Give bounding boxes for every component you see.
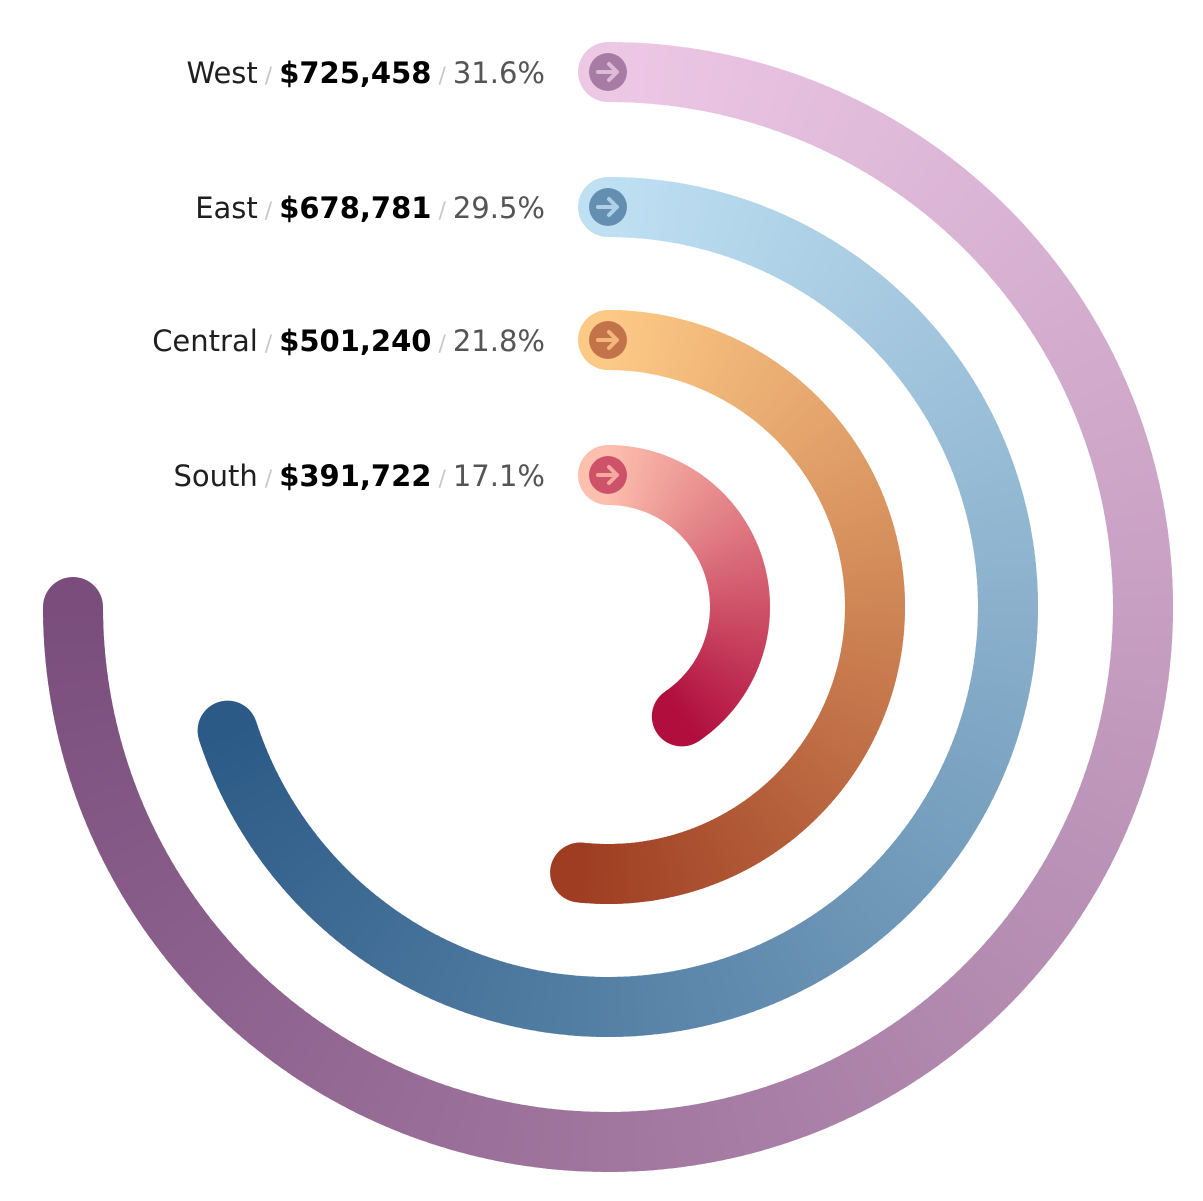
sales-value: $678,781 [279,191,431,225]
region-name: West [186,56,257,90]
label-separator: / [258,64,279,89]
label-separator: / [431,64,452,89]
percent-of-total: 17.1% [453,459,545,493]
arc-south[interactable] [578,445,770,747]
label-separator: / [258,467,279,492]
region-name: Central [152,324,258,358]
arrow-right-circle-icon [589,53,627,91]
percent-of-total: 31.6% [453,56,545,90]
arrow-right-circle-icon [589,456,627,494]
label-separator: / [258,332,279,357]
label-separator: / [258,199,279,224]
labels-layer: West / $725,458 / 31.6% East / $678,781 /… [152,56,545,493]
label-west: West / $725,458 / 31.6% [186,56,545,90]
label-separator: / [431,199,452,224]
arc-east[interactable] [197,177,1038,1037]
sales-value: $725,458 [279,56,431,90]
sales-value: $501,240 [279,324,431,358]
percent-of-total: 29.5% [453,191,545,225]
label-central: Central / $501,240 / 21.8% [152,324,545,358]
arrow-right-circle-icon [589,321,627,359]
label-separator: / [431,332,452,357]
label-south: South / $391,722 / 17.1% [174,459,546,493]
arcs-layer [42,42,1173,1172]
arc-central[interactable] [550,310,906,905]
arrow-right-circle-icon [589,188,627,226]
sales-value: $391,722 [279,459,431,493]
arc-segment-south [665,690,701,742]
label-east: East / $678,781 / 29.5% [195,191,545,225]
region-name: South [174,459,258,493]
label-separator: / [431,467,452,492]
region-name: East [195,191,258,225]
arc-segment-east [199,721,259,747]
arc-west[interactable] [42,42,1173,1172]
percent-of-total: 21.8% [453,324,545,358]
